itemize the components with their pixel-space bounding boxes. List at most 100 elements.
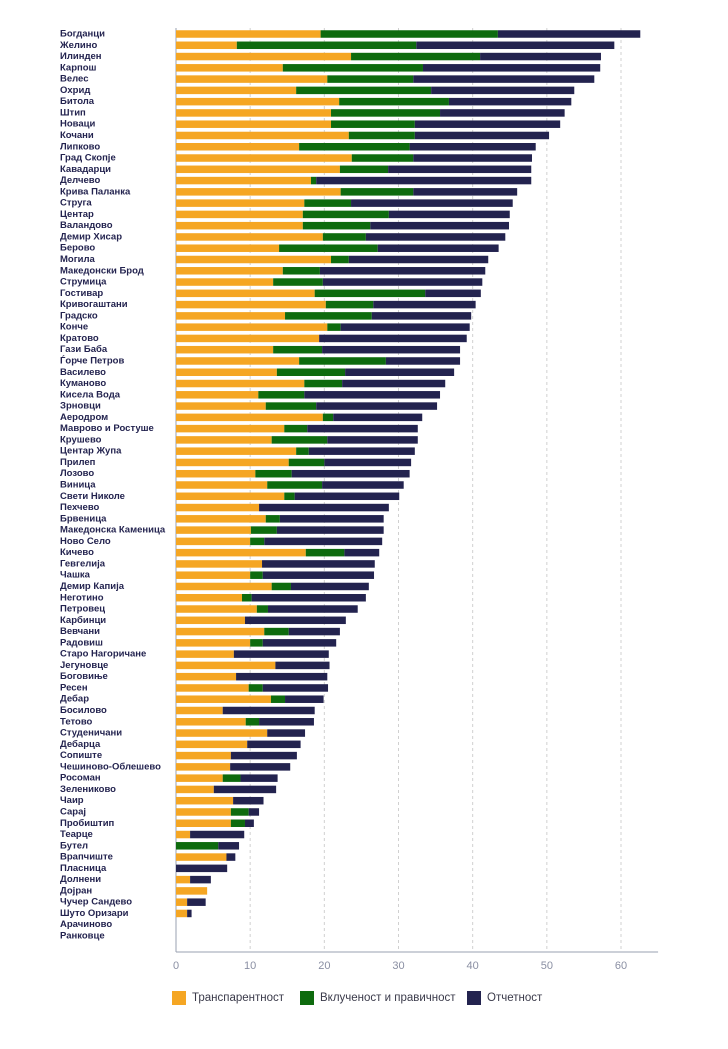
bar-segment — [299, 143, 410, 151]
y-tick-label: Дебар — [60, 694, 89, 705]
legend-swatch — [467, 991, 481, 1005]
y-tick-label: Студеничани — [60, 728, 122, 739]
bar-segment — [176, 503, 260, 512]
bar-segment — [176, 41, 237, 50]
bar-segment — [187, 898, 206, 906]
y-tick-label: Град Скопје — [60, 153, 116, 164]
bar-segment — [250, 537, 265, 546]
bar-segment — [413, 188, 518, 196]
y-tick-label: Ресен — [60, 682, 88, 693]
y-tick-label: Сопиште — [60, 750, 102, 761]
y-tick-label: Конче — [60, 322, 88, 333]
y-tick-label: Новаци — [60, 119, 96, 130]
bar-segment — [365, 233, 506, 241]
bar-segment — [320, 30, 498, 38]
bar-segment — [331, 109, 441, 117]
bar-segment — [176, 706, 223, 715]
bar-segment — [414, 120, 561, 128]
bar-segment — [176, 357, 300, 365]
bar-segment — [226, 853, 236, 861]
bar-segment — [176, 548, 306, 557]
bar-segment — [176, 391, 259, 399]
bar-segment — [319, 334, 467, 343]
y-tick-label: Чучер Сандево — [60, 897, 132, 908]
bar-segment — [340, 188, 414, 196]
bar-segment — [176, 345, 274, 354]
bar-segment — [342, 379, 446, 388]
bar-segment — [176, 537, 251, 546]
bar-segment — [480, 52, 601, 61]
bar-segment — [176, 267, 283, 275]
bar-segment — [176, 86, 297, 95]
bar-segment — [282, 64, 423, 72]
y-tick-label: Велес — [60, 74, 89, 85]
y-tick-label: Старо Нагоричане — [60, 649, 146, 660]
x-tick-label: 10 — [244, 960, 256, 972]
bar-segment — [176, 909, 188, 918]
bar-segment — [310, 176, 317, 185]
y-tick-label: Лозово — [60, 468, 94, 479]
bar-segment — [262, 560, 375, 568]
bar-segment — [176, 627, 265, 636]
bar-segment — [218, 842, 240, 850]
bar-segment — [425, 289, 481, 298]
legend-label: Вклученост и правичност — [320, 992, 456, 1004]
y-tick-label: Струмица — [60, 277, 107, 288]
bar-segment — [413, 154, 532, 162]
y-tick-label: Теарце — [60, 829, 93, 840]
y-tick-label: Долнени — [60, 874, 101, 885]
bar-segment — [230, 751, 297, 760]
bar-segment — [304, 199, 352, 207]
bar-segment — [448, 97, 572, 106]
bar-segment — [250, 571, 263, 579]
y-tick-label: Босилово — [60, 705, 107, 716]
bar-segment — [322, 233, 366, 241]
bar-segment — [296, 86, 432, 95]
y-tick-label: Брвеница — [60, 513, 107, 524]
bar-segment — [279, 515, 384, 523]
x-tick-label: 20 — [318, 960, 330, 972]
bar-segment — [259, 718, 314, 726]
y-tick-label: Валандово — [60, 220, 113, 231]
bar-segment — [230, 763, 291, 771]
y-tick-label: Гази Баба — [60, 344, 108, 355]
bar-segment — [176, 515, 266, 523]
bar-segment — [385, 357, 461, 365]
legend-label: Транспарентност — [192, 992, 285, 1004]
y-tick-label: Василево — [60, 367, 106, 378]
bar-segment — [351, 52, 481, 61]
bar-segment — [176, 64, 283, 72]
bar-segment — [316, 402, 438, 410]
bar-segment — [244, 819, 254, 827]
bar-segment — [307, 424, 418, 433]
bar-segment — [258, 391, 305, 399]
bar-segment — [348, 131, 415, 140]
bar-segment — [230, 819, 245, 827]
bar-segment — [316, 176, 532, 185]
bar-segment — [176, 469, 256, 478]
y-tick-label: Виница — [60, 480, 96, 491]
x-tick-label: 60 — [615, 960, 627, 972]
bar-segment — [273, 345, 323, 354]
bar-segment — [265, 515, 280, 523]
bar-segment — [370, 221, 510, 230]
bar-segment — [248, 684, 263, 692]
bar-segment — [302, 221, 371, 230]
bar-segment — [416, 41, 615, 50]
bar-segment — [176, 898, 188, 906]
y-tick-label: Шуто Оризари — [60, 908, 129, 919]
bar-segment — [176, 131, 349, 140]
bar-segment — [176, 571, 251, 579]
bar-segment — [291, 469, 410, 478]
bar-segment — [322, 481, 404, 489]
bar-segment — [262, 684, 329, 692]
bar-segment — [176, 233, 323, 241]
y-tick-label: Пробиштип — [60, 818, 115, 829]
bar-segment — [190, 830, 245, 839]
y-tick-label: Вевчани — [60, 626, 100, 637]
bar-segment — [279, 244, 378, 252]
bar-segment — [176, 278, 274, 286]
bar-segment — [304, 379, 343, 388]
bar-segment — [176, 458, 289, 467]
